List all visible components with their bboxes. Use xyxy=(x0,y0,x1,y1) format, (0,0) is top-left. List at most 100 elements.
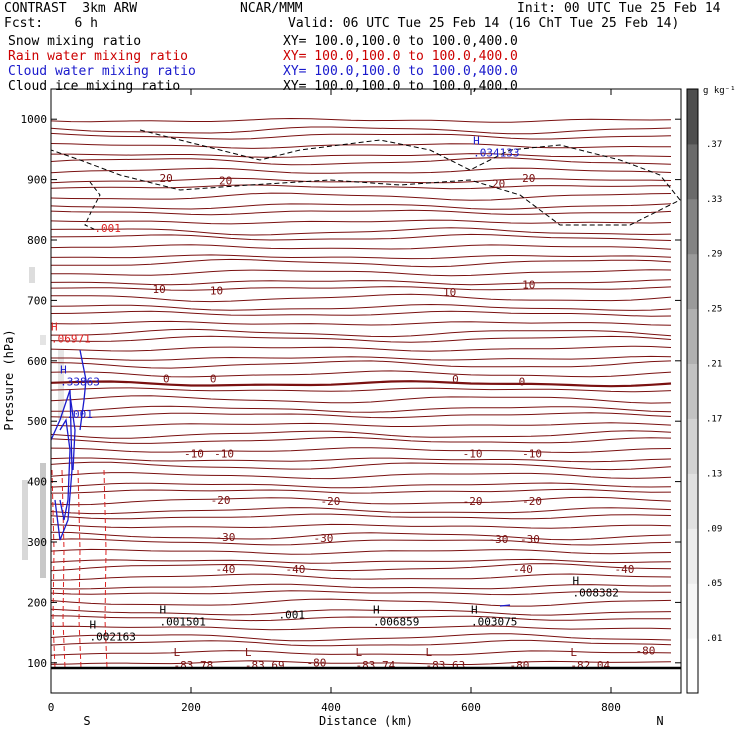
temperature-contour-label: -80 xyxy=(510,659,530,672)
temperature-contour-line xyxy=(50,279,672,286)
colorbar-frame xyxy=(686,88,699,694)
temperature-contour-line xyxy=(50,167,672,174)
temperature-contour-label: 10 xyxy=(443,286,456,299)
model-title: CONTRAST 3km ARW xyxy=(4,1,138,16)
high-marker: H xyxy=(573,574,580,587)
temperature-contour-line xyxy=(50,447,672,454)
temperature-contour-line xyxy=(50,387,672,393)
y-tick-label: 100 xyxy=(27,657,47,670)
colorbar-level-label: .13 xyxy=(706,469,722,479)
temperature-contour-line xyxy=(50,598,672,607)
colorbar: .01 .05 .09 .13 .17 .21 .25 .29 .33 .37 xyxy=(686,88,722,694)
colorbar-level-label: .29 xyxy=(706,250,722,260)
cloud-water-contour-line xyxy=(499,604,511,607)
colorbar-level-label: .25 xyxy=(706,305,722,315)
temperature-contour-line xyxy=(50,430,672,439)
colorbar-swatch xyxy=(687,473,698,529)
temperature-contour-line xyxy=(50,563,672,572)
temperature-contour-label: 20 xyxy=(492,177,505,190)
temperature-contour-line xyxy=(50,558,672,564)
colorbar-level-label: .05 xyxy=(706,579,722,589)
temperature-contour-label: -80 xyxy=(636,644,656,657)
snow-shade-cell xyxy=(58,350,64,420)
init-time: Init: 00 UTC Tue 25 Feb 14 xyxy=(517,1,721,16)
low-marker: L xyxy=(245,646,252,659)
high-marker: H xyxy=(471,603,478,616)
cloud-water-contour-line xyxy=(50,389,73,541)
forecast-hour: Fcst: 6 h xyxy=(4,16,98,31)
colorbar-level-label: .33 xyxy=(706,195,722,205)
temperature-contour-label: 0 xyxy=(210,373,217,386)
y-tick-label: 500 xyxy=(27,415,47,428)
temperature-contour-line xyxy=(50,496,672,506)
temperature-contour-label: -30 xyxy=(216,531,236,544)
temperature-contour-line xyxy=(50,310,672,317)
y-tick-label: 200 xyxy=(27,596,47,609)
temperature-contour-label: -10 xyxy=(463,447,483,460)
temperature-contour-label: -40 xyxy=(513,563,533,576)
temperature-contour-label: 10 xyxy=(153,283,166,296)
temperature-contour-line xyxy=(50,625,672,631)
temperature-contour-line xyxy=(50,608,672,616)
cloud-water-contour-label: .001 xyxy=(66,408,93,421)
field-snow-label: Snow mixing ratio xyxy=(8,34,142,49)
temperature-contour-label: -20 xyxy=(211,494,231,507)
x-axis-label: Distance (km) xyxy=(319,714,413,728)
temperature-contour-line xyxy=(50,590,672,596)
field-rain-label: Rain water mixing ratio xyxy=(8,49,189,64)
high-marker: H xyxy=(60,363,67,376)
temperature-contour-line xyxy=(50,360,672,369)
plot-frame xyxy=(50,88,682,694)
low-marker: L xyxy=(356,646,363,659)
high-marker-value: .06971 xyxy=(51,333,91,346)
temperature-contour-line xyxy=(50,258,672,268)
y-tick-label: 800 xyxy=(27,234,47,247)
temperature-contour-line xyxy=(50,436,672,444)
temperature-contour-line xyxy=(50,320,672,326)
snow-shade-cell xyxy=(40,463,46,578)
cloud-water-contour-line xyxy=(79,349,87,431)
temperature-contour-label: -10 xyxy=(214,447,234,460)
low-marker-value: -83.74 xyxy=(356,659,396,672)
temperature-contour-line xyxy=(50,227,672,236)
low-marker: L xyxy=(174,646,181,659)
colorbar-swatch xyxy=(687,583,698,639)
temperature-contour-label: 20 xyxy=(160,172,173,185)
temperature-contour-line xyxy=(50,345,672,352)
colorbar-level-label: .17 xyxy=(706,415,722,425)
colorbar-level-label: .01 xyxy=(706,634,722,644)
temperature-contour-line xyxy=(50,523,672,529)
temperature-contour-line xyxy=(50,143,671,149)
high-marker-value: .002163 xyxy=(90,630,136,643)
temperature-contour-label: -40 xyxy=(216,563,236,576)
temperature-contour-line xyxy=(50,303,672,311)
temperature-contour-label: -30 xyxy=(489,533,509,546)
temperature-contour-line xyxy=(50,615,671,622)
valid-time: Valid: 06 UTC Tue 25 Feb 14 (16 ChT Tue … xyxy=(288,16,680,31)
temperature-contour-label: -40 xyxy=(615,563,635,576)
y-tick-label: 1000 xyxy=(21,113,48,126)
temperature-contour-line xyxy=(51,355,672,361)
x-tick-label: 200 xyxy=(181,701,201,714)
colorbar-swatch xyxy=(687,528,698,584)
temperature-contour-line xyxy=(50,370,672,378)
temperature-contour-line xyxy=(50,405,672,413)
temperature-contour-line xyxy=(50,583,672,590)
temperature-contour-line xyxy=(50,482,672,489)
cloud-ice-contours xyxy=(50,129,681,231)
temperature-contour-line xyxy=(50,639,672,647)
temperature-contour-line xyxy=(50,538,672,546)
temperature-contour-label: 10 xyxy=(210,284,223,297)
high-marker-value: .008382 xyxy=(573,586,619,599)
y-axis-label: Pressure (hPa) xyxy=(2,329,16,430)
cloud-ice-contour-line xyxy=(84,181,101,231)
temperature-contour-line xyxy=(50,380,672,388)
x-endpoint-south: S xyxy=(83,714,90,728)
temperature-contour-line xyxy=(50,192,672,201)
temperature-contour-label: 0 xyxy=(452,373,459,386)
x-tick-label: 800 xyxy=(601,701,621,714)
temperature-contour-line xyxy=(50,209,672,216)
temperature-contour-label: -80 xyxy=(307,656,327,669)
temperature-contour-line xyxy=(50,184,672,190)
